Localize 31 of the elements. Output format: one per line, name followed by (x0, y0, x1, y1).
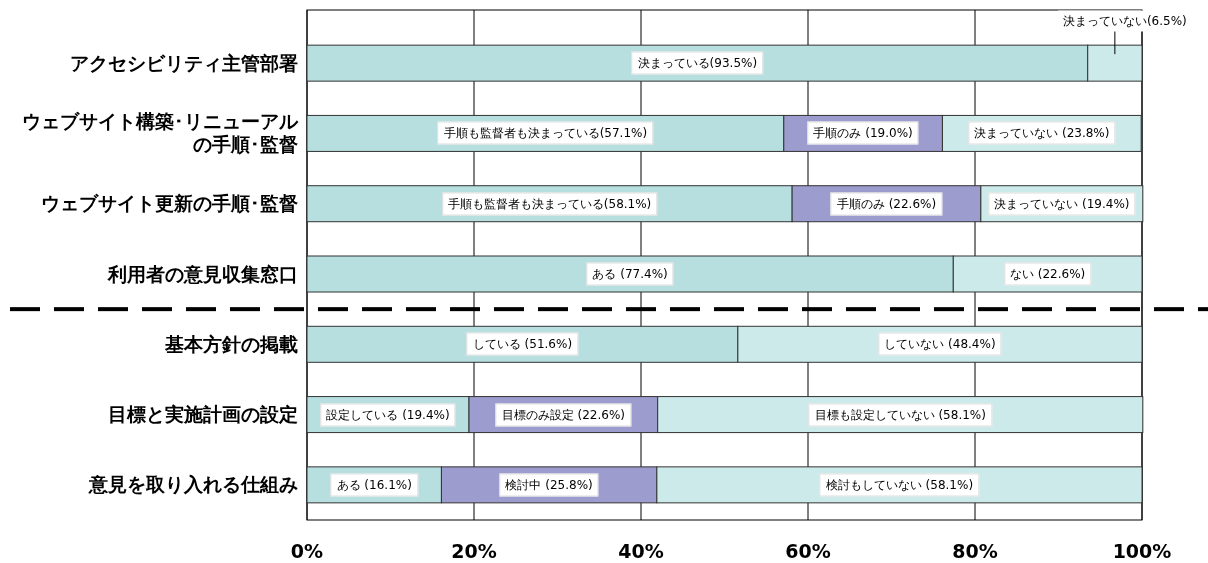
data-label: 手順のみ (22.6%) (830, 192, 943, 216)
x-tick-label: 40% (618, 540, 664, 562)
data-label: 手順のみ (19.0%) (807, 121, 919, 145)
data-label: 決まっていない (23.8%) (968, 121, 1116, 145)
y-tick-label: ウェブサイト更新の手順･監督 (40, 192, 298, 216)
data-label: ある (77.4%) (586, 262, 674, 286)
y-tick-label: ウェブサイト構築･リニューアルの手順･監督 (21, 110, 298, 157)
data-label: 決まっていない (19.4%) (988, 192, 1136, 216)
data-label: 目標のみ設定 (22.6%) (495, 403, 631, 427)
data-label: 目標も設定していない (58.1%) (808, 403, 992, 427)
y-tick-label: 基本方針の掲載 (164, 332, 298, 356)
data-label: 検討中 (25.8%) (499, 473, 599, 497)
data-label: 検討もしていない (58.1%) (819, 473, 980, 497)
data-label: 決まっていない(6.5%) (1057, 10, 1192, 32)
y-tick-label: アクセシビリティ主管部署 (69, 51, 298, 75)
x-tick-label: 100% (1112, 540, 1172, 562)
y-tick-label: 意見を取り入れる仕組み (87, 473, 298, 497)
y-tick-label: 利用者の意見収集窓口 (106, 262, 298, 286)
data-label: ある (16.1%) (330, 473, 418, 497)
x-tick-label: 20% (451, 540, 497, 562)
data-label: 手順も監督者も決まっている(57.1%) (437, 121, 654, 145)
data-label: ない (22.6%) (1003, 262, 1092, 286)
x-tick-label: 80% (952, 540, 998, 562)
x-tick-label: 0% (290, 540, 324, 562)
data-label: 設定している (19.4%) (320, 403, 456, 427)
y-tick-label: 目標と実施計画の設定 (107, 403, 298, 427)
data-label: 手順も監督者も決まっている(58.1%) (441, 192, 658, 216)
data-label: していない (48.4%) (878, 332, 1002, 356)
x-tick-label: 60% (785, 540, 831, 562)
data-label: 決まっている(93.5%) (631, 51, 764, 75)
data-label: している (51.6%) (466, 332, 579, 356)
